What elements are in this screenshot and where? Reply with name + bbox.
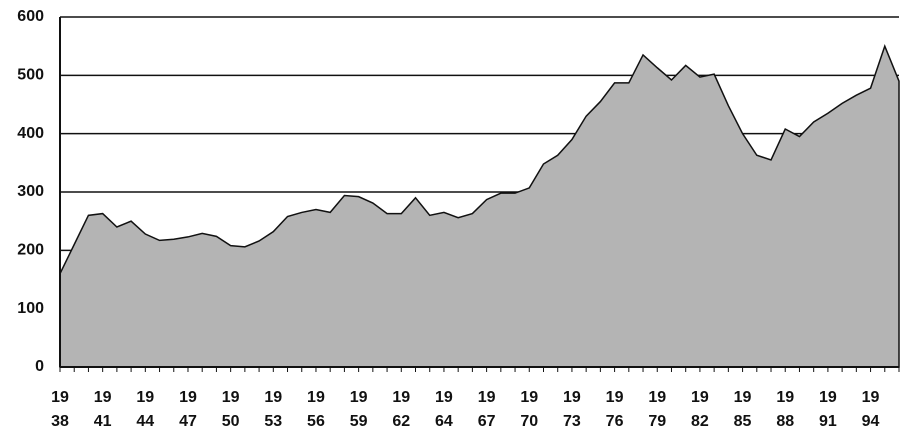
x-tick-label: 19 44 <box>136 389 155 430</box>
x-tick-label: 19 47 <box>179 389 197 430</box>
x-tick-label: 19 41 <box>93 389 112 430</box>
x-tick-label: 19 64 <box>435 389 453 430</box>
x-tick-label: 19 94 <box>861 389 880 430</box>
x-tick-label: 19 76 <box>605 389 624 430</box>
y-tick-label: 100 <box>17 300 44 317</box>
x-tick-label: 19 88 <box>776 389 795 430</box>
area <box>59 44 900 368</box>
y-tick-label: 400 <box>17 125 44 142</box>
x-tick-label: 19 79 <box>648 389 667 430</box>
x-tick-label: 19 53 <box>264 389 283 430</box>
y-tick-label: 0 <box>35 358 44 375</box>
x-tick-label: 19 56 <box>307 389 325 430</box>
x-tick-label: 19 62 <box>392 389 411 430</box>
x-tick-label: 19 67 <box>477 389 496 430</box>
x-tick-label: 19 85 <box>733 389 752 430</box>
x-tick-label: 19 73 <box>563 389 581 430</box>
x-tick-label: 19 50 <box>221 389 240 430</box>
x-tick-label: 19 91 <box>818 389 837 430</box>
x-tick-label: 19 38 <box>51 389 69 430</box>
y-tick-label: 300 <box>17 183 44 200</box>
x-tick-label: 19 70 <box>520 389 539 430</box>
y-tick-label: 200 <box>17 242 44 259</box>
x-tick-label: 19 59 <box>349 389 368 430</box>
x-tick-label: 19 82 <box>691 389 709 430</box>
y-tick-label: 600 <box>17 8 44 25</box>
y-tick-label: 500 <box>17 67 44 84</box>
